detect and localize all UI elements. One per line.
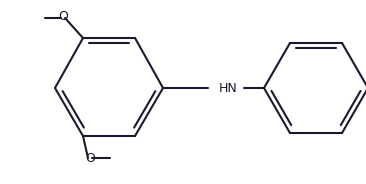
Text: O: O bbox=[58, 10, 68, 24]
Text: O: O bbox=[85, 153, 95, 165]
Text: HN: HN bbox=[219, 82, 238, 95]
